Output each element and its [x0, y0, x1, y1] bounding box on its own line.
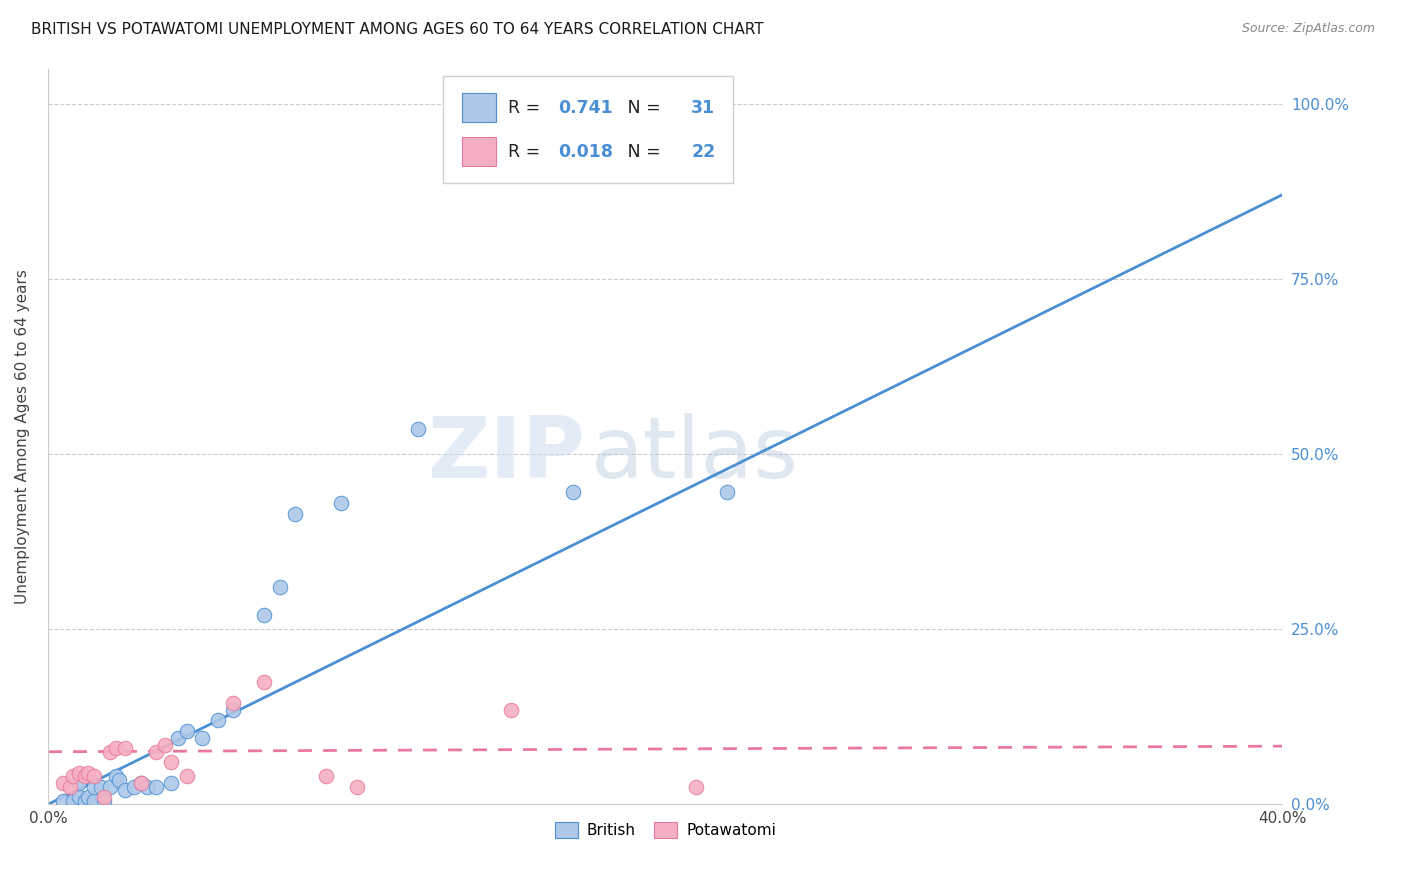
Point [77, 790, 100, 805]
Point [129, 776, 152, 790]
Point [408, 422, 430, 436]
Point [124, 780, 146, 794]
Y-axis label: Unemployment Among Ages 60 to 64 years: Unemployment Among Ages 60 to 64 years [15, 269, 30, 604]
Point [253, 674, 276, 689]
Point [155, 738, 177, 752]
Text: ZIP: ZIP [427, 413, 585, 496]
Point [52, 776, 75, 790]
Point [59, 780, 82, 794]
Point [114, 741, 136, 756]
Text: 0.018: 0.018 [558, 143, 613, 161]
Text: R =: R = [509, 143, 547, 161]
Point [83, 769, 105, 783]
Point [108, 772, 131, 787]
Point [207, 713, 229, 727]
Point [98, 780, 121, 794]
Point [222, 696, 245, 710]
Text: R =: R = [509, 98, 547, 117]
Point [716, 485, 738, 500]
Text: Source: ZipAtlas.com: Source: ZipAtlas.com [1241, 22, 1375, 36]
Point [52, 794, 75, 808]
Point [104, 741, 127, 756]
Text: 22: 22 [692, 143, 716, 161]
Point [67, 765, 90, 780]
Text: 0.741: 0.741 [558, 98, 613, 117]
Point [93, 794, 115, 808]
Point [77, 765, 100, 780]
Point [284, 507, 307, 521]
Text: N =: N = [612, 98, 666, 117]
Point [104, 769, 127, 783]
Point [176, 769, 198, 783]
Text: atlas: atlas [591, 413, 799, 496]
Point [62, 769, 84, 783]
Point [253, 608, 276, 623]
Legend: British, Potawatomi: British, Potawatomi [548, 816, 782, 845]
Point [93, 790, 115, 805]
Point [114, 783, 136, 797]
Point [330, 496, 353, 510]
Point [67, 790, 90, 805]
Point [499, 703, 522, 717]
Point [67, 776, 90, 790]
Point [83, 780, 105, 794]
FancyBboxPatch shape [461, 93, 496, 122]
Point [135, 780, 157, 794]
Text: BRITISH VS POTAWATOMI UNEMPLOYMENT AMONG AGES 60 TO 64 YEARS CORRELATION CHART: BRITISH VS POTAWATOMI UNEMPLOYMENT AMONG… [31, 22, 763, 37]
Point [62, 794, 84, 808]
Point [222, 703, 245, 717]
Point [160, 756, 183, 770]
Point [83, 794, 105, 808]
Point [191, 731, 214, 745]
Point [176, 723, 198, 738]
Point [685, 780, 707, 794]
Point [166, 731, 188, 745]
Point [129, 776, 152, 790]
Text: N =: N = [612, 143, 666, 161]
Point [75, 794, 97, 808]
Point [89, 780, 111, 794]
Point [98, 745, 121, 759]
FancyBboxPatch shape [443, 76, 733, 183]
Point [561, 485, 583, 500]
Point [269, 580, 291, 594]
Point [75, 769, 97, 783]
Text: 31: 31 [692, 98, 716, 117]
Point [145, 745, 167, 759]
FancyBboxPatch shape [461, 137, 496, 167]
Point [145, 780, 167, 794]
Point [160, 776, 183, 790]
Point [346, 780, 368, 794]
Point [315, 769, 337, 783]
